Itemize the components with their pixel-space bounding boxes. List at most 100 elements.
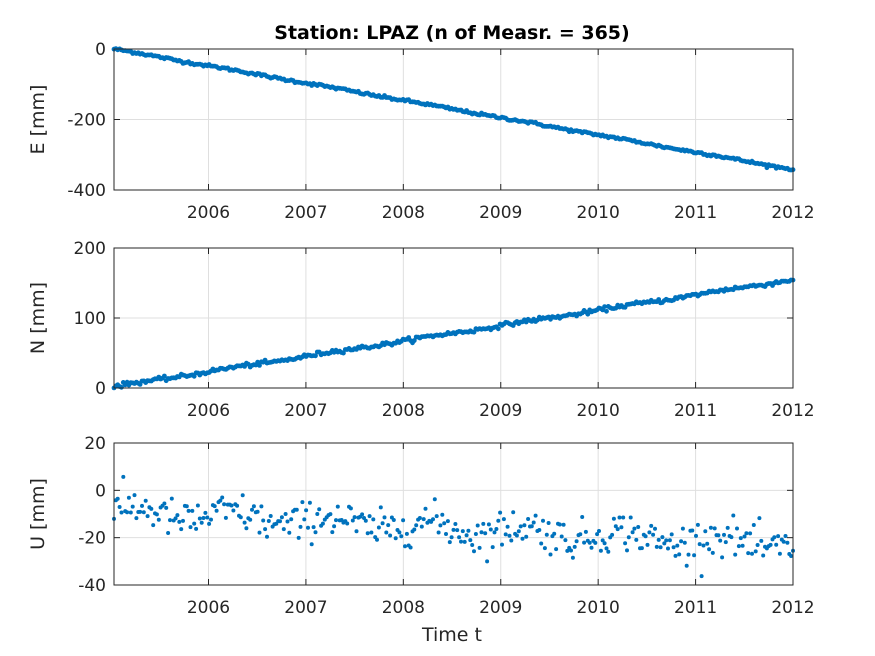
data-point	[363, 518, 368, 523]
data-point	[473, 532, 478, 536]
data-point	[639, 546, 644, 551]
data-point	[718, 538, 723, 543]
data-point	[514, 533, 519, 538]
data-point	[166, 531, 171, 535]
data-point	[156, 517, 161, 522]
data-point	[697, 542, 702, 547]
data-point	[544, 532, 549, 537]
data-point	[531, 520, 536, 525]
data-point	[675, 543, 680, 548]
data-point	[477, 545, 482, 550]
data-point	[289, 517, 294, 522]
data-point	[330, 530, 335, 535]
data-point	[265, 534, 269, 539]
data-point	[419, 524, 424, 529]
data-point	[744, 531, 749, 536]
y-tick-label: 0	[95, 40, 106, 60]
data-point	[412, 527, 417, 532]
data-point	[248, 517, 253, 522]
data-point	[498, 510, 503, 515]
x-tick-label: 2007	[284, 598, 327, 618]
data-point	[625, 548, 629, 553]
data-point	[716, 533, 721, 538]
data-point	[188, 525, 193, 530]
data-point	[729, 535, 734, 540]
data-point	[645, 542, 650, 547]
data-point	[503, 532, 508, 537]
data-point	[569, 548, 573, 553]
data-point	[244, 526, 249, 531]
data-point	[352, 515, 357, 520]
data-point	[653, 526, 657, 531]
data-point	[317, 507, 322, 512]
data-point	[541, 518, 545, 523]
data-point	[212, 504, 217, 509]
data-points	[111, 46, 796, 173]
data-point	[740, 543, 745, 548]
data-point	[621, 515, 626, 520]
data-point	[197, 516, 202, 521]
data-point	[736, 544, 741, 549]
data-point	[682, 540, 687, 545]
data-point	[684, 563, 689, 568]
data-point	[522, 523, 527, 528]
data-point	[350, 518, 355, 523]
data-point	[738, 536, 743, 541]
data-point	[630, 530, 635, 535]
data-point	[699, 574, 704, 579]
data-point	[565, 548, 570, 553]
data-point	[606, 549, 611, 554]
data-point	[723, 540, 728, 545]
x-tick-label: 2006	[187, 598, 230, 618]
data-point	[602, 541, 607, 546]
data-point	[391, 518, 396, 522]
data-point	[393, 536, 398, 541]
data-point	[695, 522, 700, 527]
y-tick-label: -200	[67, 111, 106, 131]
data-point	[151, 523, 156, 528]
data-point	[408, 545, 413, 550]
data-point	[432, 497, 437, 502]
data-point	[537, 528, 542, 532]
data-point	[154, 512, 159, 517]
data-point	[378, 505, 383, 510]
data-point	[307, 500, 312, 505]
data-point	[524, 534, 529, 539]
data-point	[320, 521, 325, 526]
data-point	[149, 506, 154, 511]
data-point	[309, 542, 314, 547]
data-point	[617, 515, 622, 520]
data-point	[229, 503, 234, 508]
y-tick-label: -400	[67, 181, 106, 201]
data-point	[251, 504, 256, 509]
data-point	[649, 523, 654, 528]
data-point	[651, 532, 656, 537]
data-point	[552, 531, 557, 536]
data-point	[257, 363, 262, 368]
data-point	[500, 542, 504, 547]
data-point	[186, 508, 191, 513]
data-point	[436, 530, 441, 535]
data-point	[626, 535, 631, 540]
data-point	[602, 304, 607, 309]
x-tick-label: 2009	[479, 598, 522, 618]
data-point	[789, 554, 794, 558]
data-point	[501, 517, 506, 522]
data-point	[597, 529, 601, 533]
data-point	[164, 505, 169, 510]
x-tick-label: 2008	[382, 401, 425, 421]
x-tick-label: 2006	[187, 203, 230, 223]
data-point	[417, 516, 422, 520]
data-point	[192, 521, 197, 526]
x-tick-label: 2011	[674, 598, 717, 618]
data-point	[485, 559, 490, 564]
data-point	[255, 509, 260, 514]
data-point	[375, 537, 379, 542]
y-tick-label: 20	[84, 434, 106, 454]
data-point	[742, 534, 747, 539]
data-point	[705, 541, 710, 546]
data-point	[143, 498, 148, 503]
data-points	[111, 277, 796, 391]
data-point	[755, 543, 760, 547]
data-point	[195, 503, 200, 508]
